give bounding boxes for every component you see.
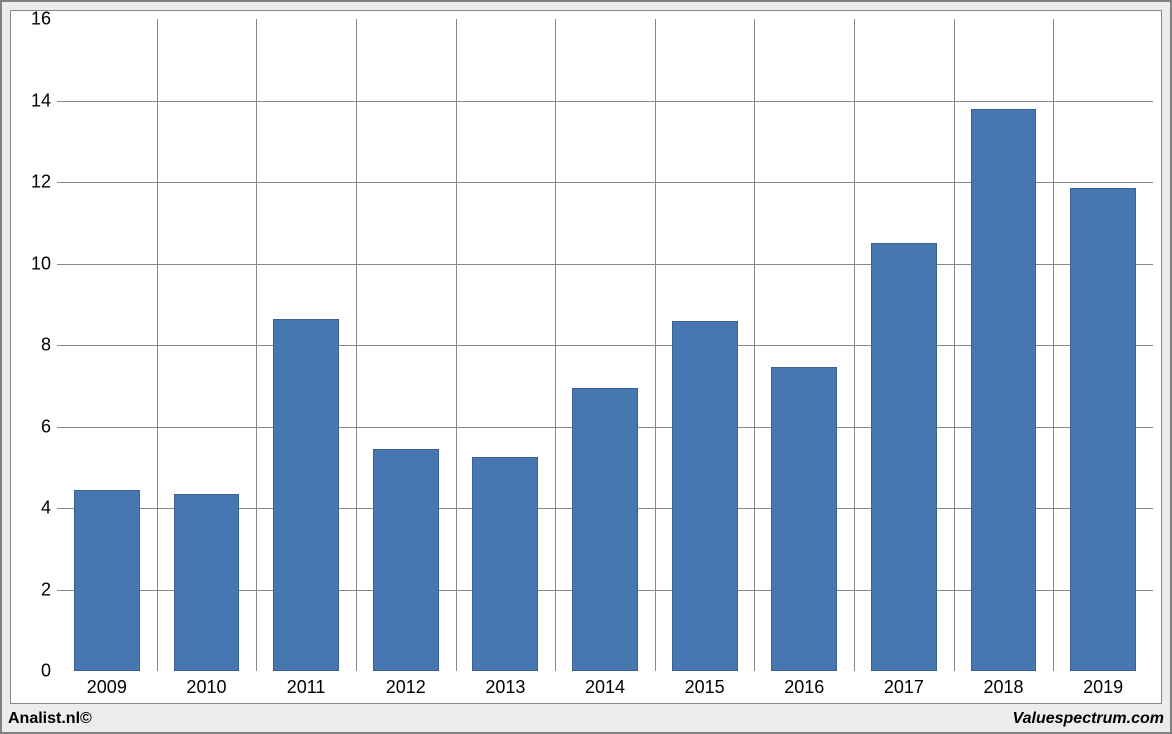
y-tick-label: 2 — [41, 579, 51, 600]
x-tick-label: 2018 — [984, 677, 1024, 698]
gridline-h — [57, 101, 1153, 102]
chart-frame: 0 2 4 6 8 10 12 14 16 2009 2010 2011 2012 2013 2014 201… — [0, 0, 1172, 734]
bar — [174, 494, 240, 671]
y-tick-label: 6 — [41, 416, 51, 437]
bar — [871, 243, 937, 671]
bar — [472, 457, 538, 671]
x-tick-label: 2013 — [485, 677, 525, 698]
y-tick-label: 8 — [41, 335, 51, 356]
bar — [572, 388, 638, 671]
y-tick-label: 14 — [31, 90, 51, 111]
plot-area: 0246810121416200920102011201220132014201… — [57, 19, 1153, 671]
bar — [273, 319, 339, 671]
y-tick-label: 10 — [31, 253, 51, 274]
bar — [672, 321, 738, 671]
x-tick-label: 2011 — [287, 677, 326, 698]
footer-left: Analist.nl© — [8, 710, 92, 728]
gridline-v — [655, 19, 656, 671]
x-tick-label: 2009 — [87, 677, 127, 698]
gridline-v — [954, 19, 955, 671]
gridline-v — [754, 19, 755, 671]
y-tick-label: 0 — [41, 661, 51, 682]
x-tick-label: 2017 — [884, 677, 924, 698]
bar — [771, 367, 837, 671]
x-tick-label: 2015 — [685, 677, 725, 698]
bar — [373, 449, 439, 671]
gridline-v — [456, 19, 457, 671]
gridline-v — [1053, 19, 1054, 671]
bar — [74, 490, 140, 671]
bar — [971, 109, 1037, 671]
x-tick-label: 2012 — [386, 677, 426, 698]
bar — [1070, 188, 1136, 671]
gridline-v — [555, 19, 556, 671]
gridline-v — [854, 19, 855, 671]
gridline-v — [256, 19, 257, 671]
x-tick-label: 2010 — [186, 677, 226, 698]
y-tick-label: 16 — [31, 9, 51, 30]
x-tick-label: 2016 — [784, 677, 824, 698]
gridline-v — [356, 19, 357, 671]
x-tick-label: 2014 — [585, 677, 625, 698]
x-tick-label: 2019 — [1083, 677, 1123, 698]
y-tick-label: 4 — [41, 498, 51, 519]
footer-right: Valuespectrum.com — [1013, 710, 1164, 728]
plot-border: 0 2 4 6 8 10 12 14 16 2009 2010 2011 2012 2013 2014 201… — [10, 10, 1162, 704]
y-tick-label: 12 — [31, 172, 51, 193]
gridline-v — [157, 19, 158, 671]
